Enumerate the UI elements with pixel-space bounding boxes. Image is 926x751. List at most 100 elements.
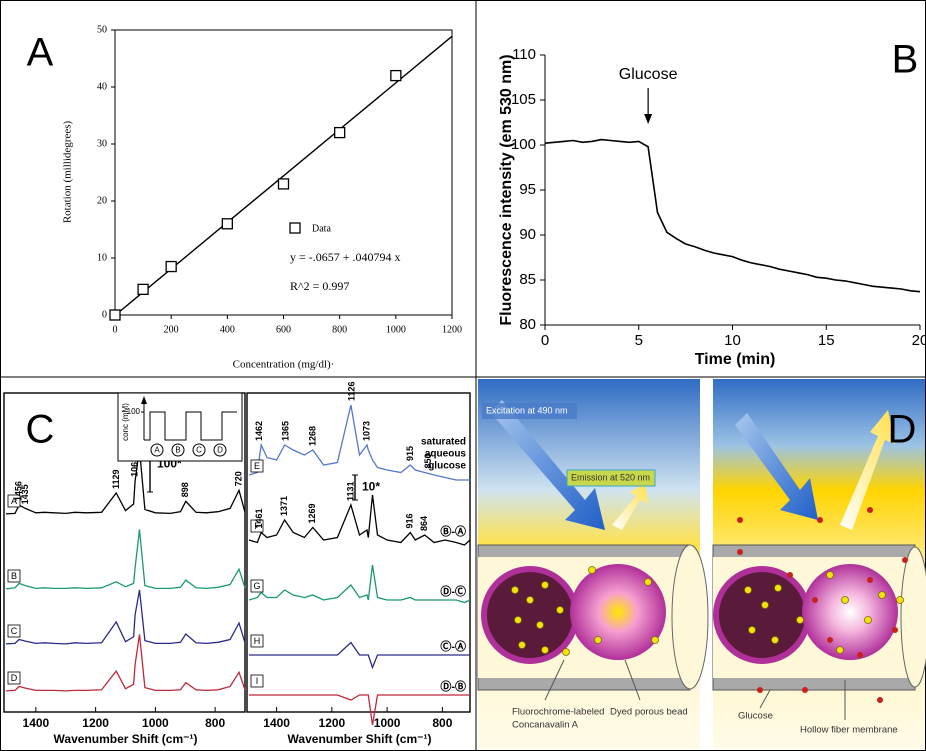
x-axis-label: Concentration (mg/dl)· [233,359,335,371]
trace-label: B [11,571,17,581]
peak-label: 1268 [307,426,317,446]
tube-opening [901,547,926,687]
bead-label: Dyed porous bead [610,707,688,718]
peak-label: 1365 [281,421,291,441]
x-tick-label: 600 [276,324,291,335]
trace-note: glucose [428,461,466,472]
peak-label: 850 [423,453,433,468]
x-tick-label: 20 [912,332,926,349]
trace-note: Ⓑ-Ⓐ [440,524,466,538]
trace-label: E [254,461,260,471]
peak-label: 1371 [279,496,289,516]
x-axis-label: Time (min) [695,351,776,368]
data-point [222,219,232,229]
data-point [110,310,120,320]
y-axis-label: Fluorescence intensity (em 530 nm) [498,54,515,325]
annotation-arrowhead [644,114,652,124]
x-tick-label: 10 [724,332,741,349]
line-series [545,140,920,292]
x-axis-label: Wavenumber Shift (cm⁻¹) [288,732,432,746]
data-point [138,284,148,294]
trace-label: C [11,626,18,636]
tube-opening [672,545,708,689]
inset-label: B [175,446,180,455]
x-tick-label: 1000 [386,324,406,335]
y-tick-label: 110 [512,46,536,63]
spectrum [6,590,245,644]
peak-label: 1129 [111,469,121,489]
trace-note: Ⓒ-Ⓐ [440,639,466,653]
membrane-label: Hollow fiber membrane [800,725,898,736]
figure: Excitation at 490 nm Emission at 520 nm … [0,0,926,751]
x-tick-label: 0 [541,332,549,349]
peak-label: 1126 [347,381,357,401]
emission-label: Emission at 520 nm [571,472,650,482]
x-tick-label: 1000 [142,716,169,730]
x-tick-label: 800 [332,324,347,335]
y-tick-label: 30 [97,138,107,149]
inset-y-label: conc (mM) [121,403,130,441]
data-point [335,128,345,138]
spectrum [6,530,245,589]
peak-label: 1462 [254,421,264,441]
legend-marker [290,223,300,233]
x-axis-label: Wavenumber Shift (cm⁻¹) [54,732,198,746]
annotation: R^2 = 0.997 [290,279,349,293]
x-tick-label: 800 [432,716,452,730]
x-tick-label: 1400 [263,716,290,730]
trace-note: Ⓓ-Ⓑ [440,679,466,693]
peak-label: 1435 [20,484,30,504]
data-point [391,71,401,81]
inset-label: C [196,446,202,455]
peak-label: 916 [405,513,415,528]
trace-label: I [256,676,259,686]
x-tick-label: 1200 [319,716,346,730]
y-tick-label: 80 [519,316,536,333]
panel-label: B [892,38,919,82]
concanavalin-label: Fluorochrome-labeled [512,707,604,718]
bead-section [716,569,808,661]
trace-label: H [254,636,261,646]
glucose-label: Glucose [738,711,773,722]
x-tick-label: 200 [164,324,179,335]
trace-label: D [11,673,18,683]
data-point [166,262,176,272]
peak-label: 1269 [307,503,317,523]
fit-equation: y = -.0657 + .040794 x [290,250,401,264]
peak-label: 720 [233,471,243,486]
peak-label: 1461 [254,508,264,528]
concanavalin-label: Concanavalin A [512,720,579,731]
y-tick-label: 0 [102,309,107,320]
inset-label: A [154,446,160,455]
y-tick-label: 95 [519,181,536,198]
x-tick-label: 15 [818,332,835,349]
x-tick-label: 400 [220,324,235,335]
x-tick-label: 1200 [82,716,109,730]
bead-section [484,569,576,661]
trace-note: Ⓓ-Ⓒ [440,584,466,598]
trace-note: saturated [421,437,466,448]
x-tick-label: 1400 [23,716,50,730]
x-tick-label: 0 [113,324,118,335]
peak-label: 898 [180,482,190,497]
spectrum [249,643,470,668]
panel-label: A [27,31,54,75]
spectrum [249,565,470,603]
trace-label: G [253,581,260,591]
y-tick-label: 10 [97,252,107,263]
y-tick-label: 90 [519,226,536,243]
y-tick-label: 50 [97,24,107,35]
x-tick-label: 1000 [374,716,401,730]
excitation-label: Excitation at 490 nm [486,405,568,415]
y-axis-label: Rotation (millidegrees) [62,120,74,223]
inset-label: D [217,446,223,455]
peak-label: 1073 [361,421,371,441]
y-tick-label: 20 [97,195,107,206]
panel-label: D [888,408,917,452]
bead [570,564,666,660]
peak-label: 1131 [345,481,355,501]
x-tick-label: 800 [205,716,225,730]
diagram: Excitation at 490 nm Emission at 520 nm … [478,379,926,749]
peak-label: 915 [405,446,415,461]
y-tick-label: 40 [97,81,107,92]
